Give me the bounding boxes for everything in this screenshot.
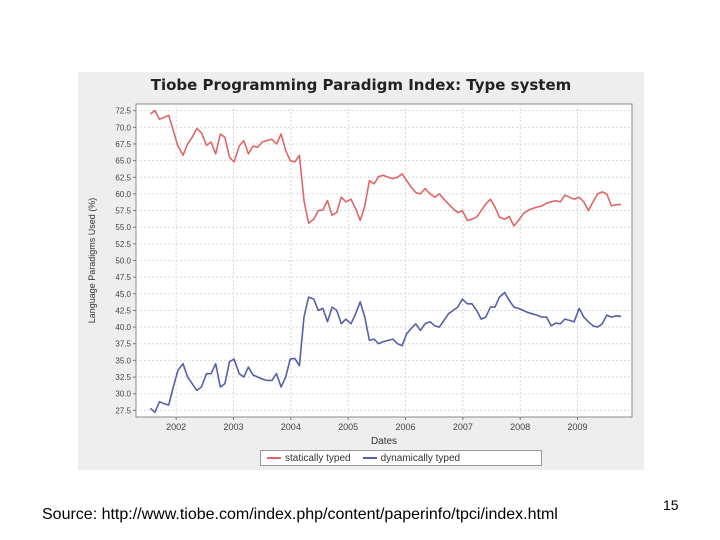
x-tick-label: 2008 [510, 422, 530, 432]
chart-title: Tiobe Programming Paradigm Index: Type s… [150, 76, 572, 94]
y-tick-label: 57.5 [115, 207, 131, 216]
y-tick-label: 45.0 [115, 290, 131, 299]
x-tick-label: 2004 [281, 422, 301, 432]
y-tick-label: 62.5 [115, 173, 131, 182]
y-tick-label: 40.0 [115, 323, 131, 332]
legend-item-statically-typed: statically typed [267, 453, 351, 464]
y-tick-label: 27.5 [115, 406, 131, 415]
chart-panel: Tiobe Programming Paradigm Index: Type s… [78, 72, 644, 470]
x-tick-label: 2002 [166, 422, 186, 432]
y-tick-label: 37.5 [115, 340, 131, 349]
y-tick-label: 32.5 [115, 373, 131, 382]
x-axis-label: Dates [371, 436, 397, 447]
y-tick-label: 35.0 [115, 356, 131, 365]
legend-label-statically-typed: statically typed [285, 452, 351, 464]
x-tick-label: 2003 [223, 422, 243, 432]
page-number: 15 [663, 497, 679, 513]
y-axis-label: Language Paradigms Used (%) [87, 198, 97, 324]
x-tick-label: 2009 [568, 422, 588, 432]
x-tick-label: 2006 [395, 422, 415, 432]
y-tick-label: 50.0 [115, 257, 131, 266]
y-tick-label: 70.0 [115, 123, 131, 132]
y-tick-label: 47.5 [115, 273, 131, 282]
y-tick-label: 30.0 [115, 390, 131, 399]
chart-legend: statically typed dynamically typed [260, 450, 542, 466]
source-citation: Source: http://www.tiobe.com/index.php/c… [42, 506, 558, 523]
legend-swatch-dynamically-typed [362, 457, 377, 459]
y-tick-label: 52.5 [115, 240, 131, 249]
y-tick-label: 67.5 [115, 140, 131, 149]
series-line-dynamically-typed [149, 291, 622, 414]
legend-item-dynamically-typed: dynamically typed [362, 452, 461, 464]
x-tick-label: 2005 [338, 422, 358, 432]
line-chart: 27.5 30.0 32.5 35.0 37.5 40.0 42.5 45.0 47.5 50.0… [87, 103, 633, 447]
y-tick-label: 55.0 [115, 223, 131, 232]
legend-label-dynamically-typed: dynamically typed [380, 452, 461, 464]
y-tick-label: 72.5 [115, 107, 131, 116]
series-line-statically-typed [149, 109, 622, 227]
x-tick-label: 2007 [453, 422, 473, 432]
y-tick-label: 60.0 [115, 190, 131, 199]
legend-swatch-statically-typed [267, 457, 281, 459]
y-tick-label: 65.0 [115, 157, 131, 166]
y-tick-label: 42.5 [115, 306, 131, 315]
